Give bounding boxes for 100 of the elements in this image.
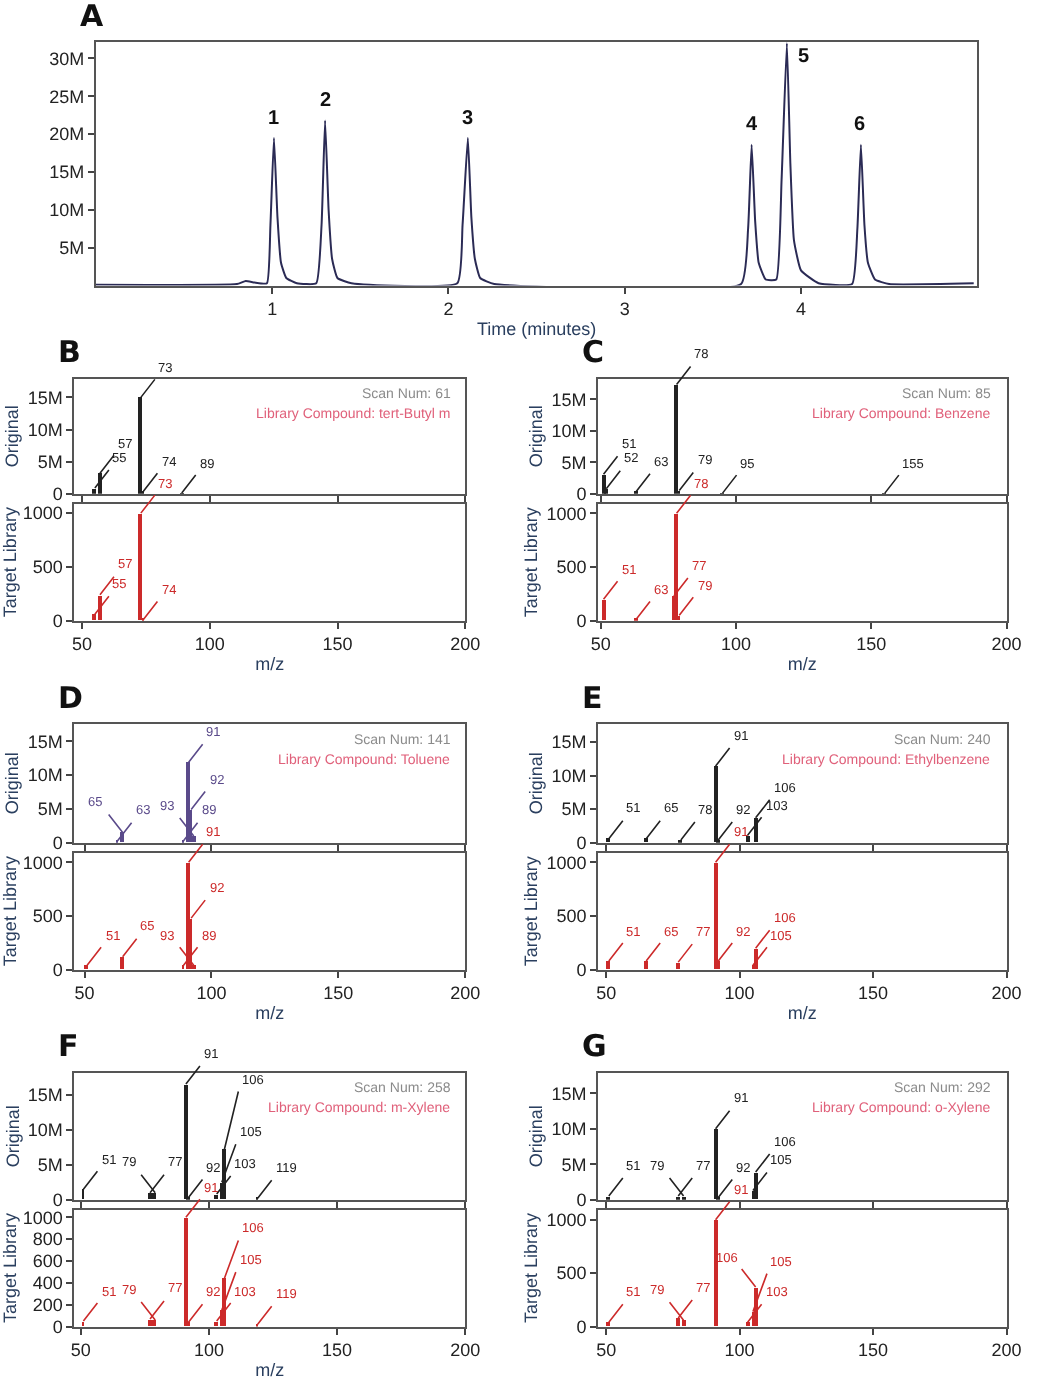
y-tick-label: 10M bbox=[551, 1119, 587, 1140]
y-tick-label: 10M bbox=[49, 200, 85, 221]
x-tick-label: 50 bbox=[596, 983, 617, 1004]
y-tick-label: 0 bbox=[576, 1316, 587, 1337]
x-tick-label: 50 bbox=[590, 634, 611, 655]
y-tick-label: 500 bbox=[556, 906, 587, 927]
annotation: 3 bbox=[462, 108, 474, 130]
y-tick-label: 10M bbox=[551, 765, 587, 786]
y-tick-label: 5M bbox=[37, 799, 63, 820]
x-axis-title: m/z bbox=[255, 1359, 286, 1380]
annotation: 5 bbox=[798, 46, 810, 68]
x-tick-label: 1 bbox=[267, 299, 278, 320]
x-tick-label: 150 bbox=[322, 1340, 353, 1361]
y-tick-label: 1000 bbox=[546, 852, 587, 873]
y-tick-label: 0 bbox=[576, 833, 587, 854]
y-axis-title: Original bbox=[526, 1105, 547, 1168]
x-tick-label: 150 bbox=[323, 983, 354, 1004]
x-tick-label: 50 bbox=[70, 1340, 91, 1361]
x-tick-label: 100 bbox=[193, 1340, 225, 1361]
x-tick-label: 100 bbox=[194, 634, 225, 655]
y-tick-label: 500 bbox=[32, 557, 63, 578]
x-axis-title: m/z bbox=[255, 653, 286, 674]
y-tick-label: 1000 bbox=[22, 503, 63, 524]
chart-title: E bbox=[582, 680, 603, 716]
y-tick-label: 0 bbox=[576, 959, 587, 980]
y-tick-label: 15M bbox=[27, 731, 63, 752]
y-tick-label: 0 bbox=[52, 959, 63, 980]
y-axis-title: Target Library bbox=[0, 855, 20, 967]
y-tick-label: 5M bbox=[561, 799, 587, 820]
x-tick-label: 200 bbox=[450, 983, 481, 1004]
y-tick-label: 500 bbox=[32, 906, 63, 927]
x-axis-title: m/z bbox=[787, 1002, 818, 1023]
annotation: 4 bbox=[746, 114, 758, 136]
x-axis-title: m/z bbox=[255, 1002, 286, 1023]
y-tick-label: 15M bbox=[49, 162, 85, 183]
y-tick-label: 0 bbox=[576, 1189, 587, 1210]
x-axis-title: Time (minutes) bbox=[476, 318, 597, 339]
y-axis-title: Target Library bbox=[0, 1212, 20, 1324]
y-tick-label: 15M bbox=[27, 387, 63, 408]
y-tick-label: 5M bbox=[59, 237, 85, 258]
y-tick-label: 5M bbox=[561, 452, 587, 473]
y-tick-label: 10M bbox=[27, 1120, 63, 1141]
x-tick-label: 50 bbox=[74, 983, 95, 1004]
x-tick-label: 200 bbox=[991, 1340, 1022, 1361]
y-tick-label: 200 bbox=[32, 1294, 63, 1315]
y-tick-label: 500 bbox=[556, 1263, 587, 1284]
x-tick-label: 100 bbox=[724, 1340, 755, 1361]
y-tick-label: 400 bbox=[32, 1273, 63, 1294]
y-axis-title: Target Library bbox=[521, 855, 542, 967]
y-axis-title: Target Library bbox=[521, 1212, 542, 1324]
y-tick-label: 5M bbox=[37, 451, 63, 472]
x-tick-label: 200 bbox=[450, 1340, 481, 1361]
x-tick-label: 200 bbox=[991, 983, 1022, 1004]
y-axis-title: Original bbox=[526, 405, 547, 468]
y-tick-label: 15M bbox=[27, 1085, 63, 1106]
chart-title: D bbox=[58, 680, 83, 716]
y-tick-label: 0 bbox=[52, 833, 63, 854]
y-tick-label: 0 bbox=[52, 1316, 63, 1337]
line-series bbox=[95, 42, 975, 286]
y-axis-title: Target Library bbox=[521, 506, 542, 618]
y-tick-label: 15M bbox=[551, 732, 587, 753]
y-tick-label: 600 bbox=[32, 1251, 63, 1272]
y-tick-label: 0 bbox=[576, 484, 587, 505]
y-tick-label: 10M bbox=[551, 421, 587, 442]
y-axis-title: Original bbox=[2, 1105, 23, 1168]
chart-title: B bbox=[58, 334, 81, 370]
x-tick-label: 150 bbox=[322, 634, 353, 655]
y-tick-label: 25M bbox=[49, 86, 85, 107]
y-tick-label: 20M bbox=[49, 124, 85, 145]
annotation: 2 bbox=[320, 90, 332, 112]
y-tick-label: 1000 bbox=[546, 1210, 587, 1230]
x-axis-title: m/z bbox=[787, 653, 818, 674]
x-tick-label: 150 bbox=[856, 634, 887, 655]
x-tick-label: 200 bbox=[991, 634, 1022, 655]
y-tick-label: 15M bbox=[551, 1083, 587, 1104]
y-tick-label: 0 bbox=[52, 610, 63, 631]
x-tick-label: 100 bbox=[196, 983, 227, 1004]
x-tick-label: 150 bbox=[858, 1340, 889, 1361]
x-tick-label: 150 bbox=[858, 983, 889, 1004]
y-axis-title: Target Library bbox=[0, 506, 20, 618]
chart-title: F bbox=[58, 1028, 79, 1064]
y-axis-title: Original bbox=[526, 752, 547, 815]
chart-title: G bbox=[582, 1028, 607, 1064]
y-tick-label: 1000 bbox=[22, 852, 63, 873]
x-tick-label: 2 bbox=[443, 299, 454, 320]
y-tick-label: 15M bbox=[551, 389, 587, 410]
y-tick-label: 10M bbox=[27, 419, 63, 440]
y-tick-label: 10M bbox=[27, 765, 63, 786]
y-tick-label: 5M bbox=[37, 1155, 63, 1176]
y-tick-label: 0 bbox=[52, 484, 63, 505]
annotation: 6 bbox=[854, 114, 866, 136]
y-tick-label: 30M bbox=[49, 48, 85, 69]
y-tick-label: 0 bbox=[576, 610, 587, 631]
y-tick-label: 1000 bbox=[22, 1207, 63, 1228]
y-axis-title: Original bbox=[2, 752, 23, 815]
x-tick-label: 4 bbox=[795, 299, 806, 320]
y-tick-label: 0 bbox=[52, 1189, 63, 1210]
y-tick-label: 1000 bbox=[546, 503, 587, 524]
x-tick-label: 200 bbox=[450, 634, 481, 655]
x-tick-label: 50 bbox=[72, 634, 93, 655]
